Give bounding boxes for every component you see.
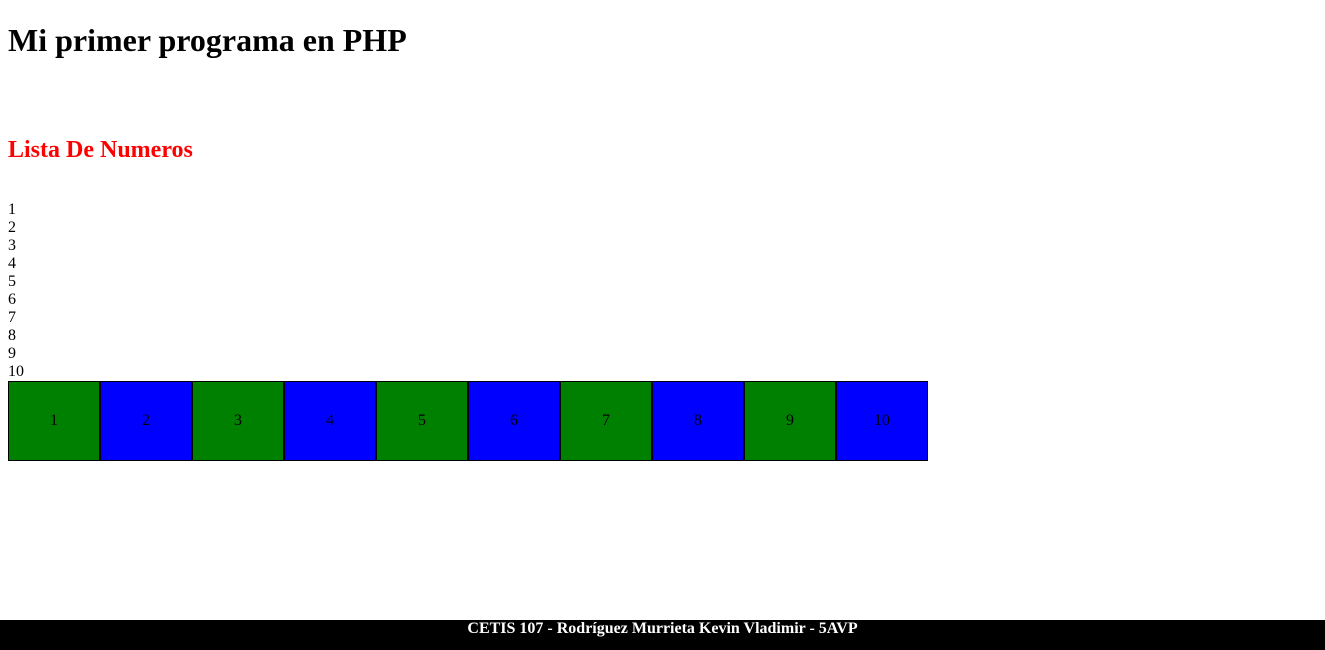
number-box: 10 [836, 381, 928, 461]
number-box: 3 [192, 381, 284, 461]
number-box-label: 10 [874, 412, 890, 429]
number-box-label: 8 [694, 412, 702, 429]
number-box: 2 [100, 381, 192, 461]
list-item: 1 [8, 201, 16, 218]
list-item: 5 [8, 273, 16, 290]
number-box-label: 6 [510, 412, 518, 429]
number-box: 8 [652, 381, 744, 461]
number-box: 1 [8, 381, 100, 461]
list-item: 2 [8, 219, 16, 236]
number-box-label: 5 [418, 412, 426, 429]
section-title: Lista De Numeros [8, 137, 193, 163]
number-box-label: 4 [326, 412, 334, 429]
list-item: 10 [8, 363, 24, 380]
number-box: 6 [468, 381, 560, 461]
number-box: 5 [376, 381, 468, 461]
footer-text: CETIS 107 - Rodríguez Murrieta Kevin Vla… [467, 620, 858, 637]
list-item: 9 [8, 345, 16, 362]
number-box: 9 [744, 381, 836, 461]
number-box-label: 2 [142, 412, 150, 429]
number-box: 7 [560, 381, 652, 461]
page-title: Mi primer programa en PHP [8, 22, 407, 58]
color-boxes-row: 1 2 3 4 5 6 7 8 9 10 [8, 381, 928, 461]
number-box: 4 [284, 381, 376, 461]
footer: CETIS 107 - Rodríguez Murrieta Kevin Vla… [0, 620, 1325, 650]
number-box-label: 7 [602, 412, 610, 429]
number-box-label: 9 [786, 412, 794, 429]
list-item: 7 [8, 309, 16, 326]
list-item: 6 [8, 291, 16, 308]
list-item: 8 [8, 327, 16, 344]
number-list: 1 2 3 4 5 6 7 8 9 10 [8, 201, 24, 381]
number-box-label: 1 [50, 412, 58, 429]
list-item: 4 [8, 255, 16, 272]
list-item: 3 [8, 237, 16, 254]
number-box-label: 3 [234, 412, 242, 429]
